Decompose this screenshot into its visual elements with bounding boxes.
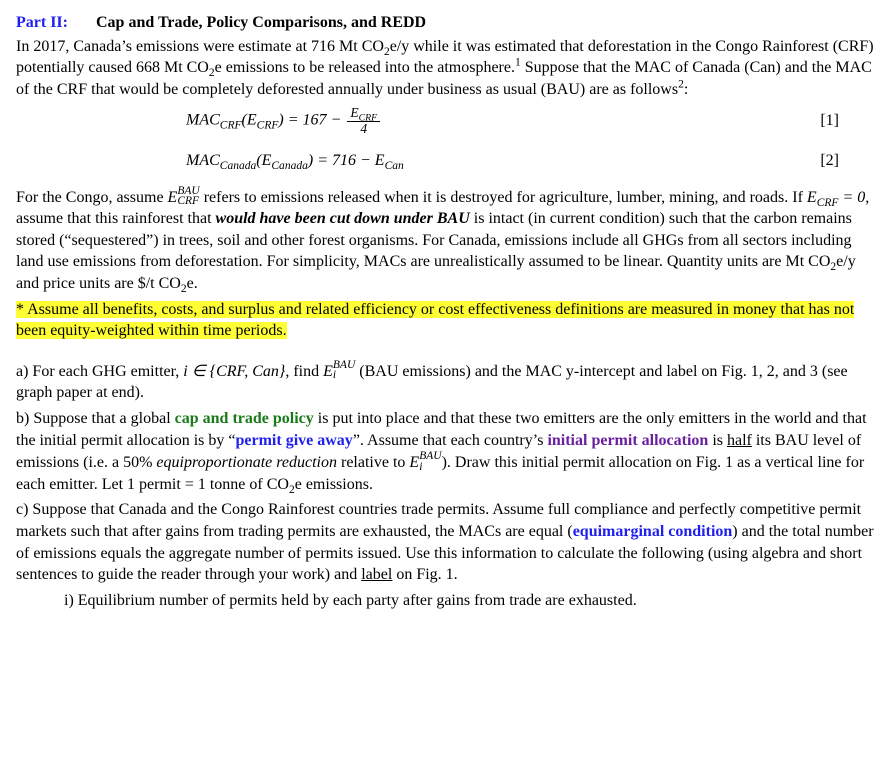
equation-body: MACCRF(ECRF) = 167 − ECRF4 [186, 106, 382, 136]
equation-1: MACCRF(ECRF) = 167 − ECRF4 [1] [16, 106, 879, 136]
equation-2: MACCanada(ECanada) = 716 − ECan [2] [16, 150, 879, 172]
equimarginal-condition-term: equimarginal condition [573, 523, 733, 540]
text: ) = 167 − [278, 112, 345, 129]
fraction-numerator: ECRF [347, 106, 380, 121]
subscript: CRF [177, 196, 199, 206]
text: For the Congo, assume [16, 189, 168, 206]
text: b) Suppose that a global [16, 410, 175, 427]
part-title: Cap and Trade, Policy Comparisons, and R… [96, 14, 426, 31]
text: E [350, 105, 358, 120]
text: MAC [186, 152, 220, 169]
subscript: Canada [220, 160, 256, 172]
subscript: CRF [257, 120, 279, 132]
question-b: b) Suppose that a global cap and trade p… [16, 408, 879, 495]
part-label: Part II: [16, 14, 68, 31]
question-a: a) For each GHG emitter, i ∈ {CRF, Can},… [16, 360, 879, 404]
subscript: Canada [271, 160, 307, 172]
text: MAC [186, 112, 220, 129]
equation-body: MACCanada(ECanada) = 716 − ECan [186, 150, 404, 172]
text: e emissions. [295, 476, 373, 493]
equation-number: [1] [820, 110, 879, 132]
part-header: Part II: Cap and Trade, Policy Compariso… [16, 12, 879, 34]
equation-number: [2] [820, 150, 879, 172]
superscript: BAU [333, 360, 355, 370]
bold-italic-text: would have been cut down under BAU [216, 210, 470, 227]
highlighted-note: * Assume all benefits, costs, and surplu… [16, 299, 879, 342]
text: In 2017, Canada’s emissions were estimat… [16, 38, 384, 55]
assumptions-paragraph: For the Congo, assume EBAUCRF refers to … [16, 186, 879, 295]
permit-give-away-term: permit give away [236, 432, 353, 449]
text: ”. Assume that each country’s [353, 432, 548, 449]
text: e. [187, 275, 198, 292]
subscript: CRF [817, 197, 839, 209]
var: E [807, 189, 817, 206]
intro-paragraph: In 2017, Canada’s emissions were estimat… [16, 36, 879, 101]
text: , find [285, 363, 323, 380]
underline-half: half [727, 432, 752, 449]
initial-permit-allocation-term: initial permit allocation [547, 432, 708, 449]
highlight-text: * Assume all benefits, costs, and surplu… [16, 301, 854, 340]
text: e emissions to be released into the atmo… [215, 59, 515, 76]
text: is [708, 432, 727, 449]
subscript: i [419, 462, 441, 472]
var: E [323, 363, 333, 380]
set-notation: i ∈ {CRF, Can} [183, 363, 285, 380]
subscript: Can [385, 160, 404, 172]
text: i) Equilibrium number of permits held by… [64, 592, 637, 609]
question-c: c) Suppose that Canada and the Congo Rai… [16, 499, 879, 585]
text: ) = 716 − E [308, 152, 385, 169]
subscript: CRF [220, 120, 242, 132]
text: refers to emissions released when it is … [200, 189, 807, 206]
superscript: BAU [419, 451, 441, 461]
text: relative to [337, 454, 409, 471]
text: on Fig. 1. [392, 566, 457, 583]
var: E [168, 189, 178, 206]
sub-sup: BAUi [419, 451, 441, 472]
subscript: i [333, 370, 355, 380]
sub-sup: BAUi [333, 360, 355, 381]
text: (E [256, 152, 271, 169]
cap-and-trade-term: cap and trade policy [175, 410, 314, 427]
var: E [409, 454, 419, 471]
text: : [684, 81, 688, 98]
text: = 0 [838, 189, 865, 206]
italic-term: equiproportionate reduction [156, 454, 337, 471]
text: (E [242, 112, 257, 129]
sub-sup: BAUCRF [177, 186, 199, 207]
fraction: ECRF4 [347, 106, 380, 136]
spacer [16, 346, 879, 360]
text: a) For each GHG emitter, [16, 363, 183, 380]
underline-label: label [361, 566, 392, 583]
question-c-i: i) Equilibrium number of permits held by… [64, 590, 879, 612]
